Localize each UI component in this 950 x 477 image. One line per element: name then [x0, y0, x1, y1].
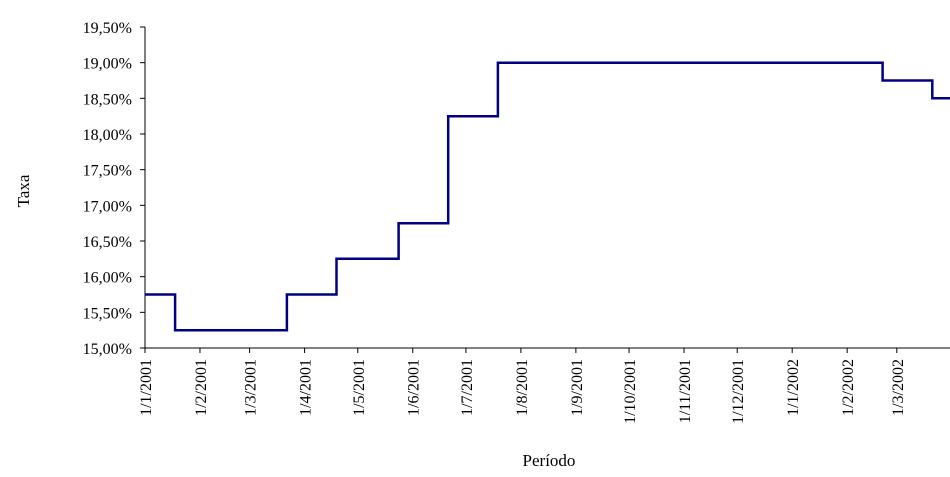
y-tick-label: 18,50%: [83, 91, 132, 108]
x-tick-label: 1/11/2001: [677, 359, 694, 423]
y-tick-label: 18,00%: [83, 127, 132, 144]
x-tick-label: 1/3/2002: [890, 359, 907, 416]
x-tick-label: 1/2/2001: [193, 359, 210, 416]
series: [145, 61, 950, 332]
y-tick-label: 16,00%: [83, 270, 132, 287]
x-tick-label: 1/1/2001: [138, 359, 155, 416]
x-axis-title: Período: [523, 451, 576, 470]
x-axis: 1/1/2001 1/2/2001 1/3/2001 1/4/2001 1/5/2001…: [138, 347, 950, 424]
x-tick-label: 1/8/2001: [514, 359, 531, 416]
x-tick-label: 1/2/2002: [840, 359, 857, 416]
y-tick-label: 19,50%: [83, 20, 132, 37]
x-tick-label: 1/1/2002: [785, 359, 802, 416]
y-tick-label: 17,50%: [83, 163, 132, 180]
x-tick-label: 1/6/2001: [406, 359, 423, 416]
x-tick-label: 1/9/2001: [569, 359, 586, 416]
y-tick-label: 15,00%: [83, 341, 132, 358]
x-tick-label: 1/12/2001: [730, 359, 747, 424]
x-tick-label: 1/10/2001: [622, 359, 639, 424]
x-tick-label: 1/7/2001: [459, 359, 476, 416]
y-axis-title: Taxa: [14, 174, 33, 207]
y-axis: 15,00% 15,50% 16,00% 16,50% 17,00% 17,50% 18,0…: [83, 20, 146, 358]
x-tick-label: 1/3/2001: [243, 359, 260, 416]
y-tick-label: 19,00%: [83, 56, 132, 73]
x-tick-label: 1/5/2001: [351, 359, 368, 416]
y-tick-label: 15,50%: [83, 305, 132, 322]
series-line: [145, 61, 950, 332]
x-tick-label: 1/4/2001: [298, 359, 315, 416]
y-tick-label: 17,00%: [83, 198, 132, 215]
y-tick-label: 16,50%: [83, 234, 132, 251]
